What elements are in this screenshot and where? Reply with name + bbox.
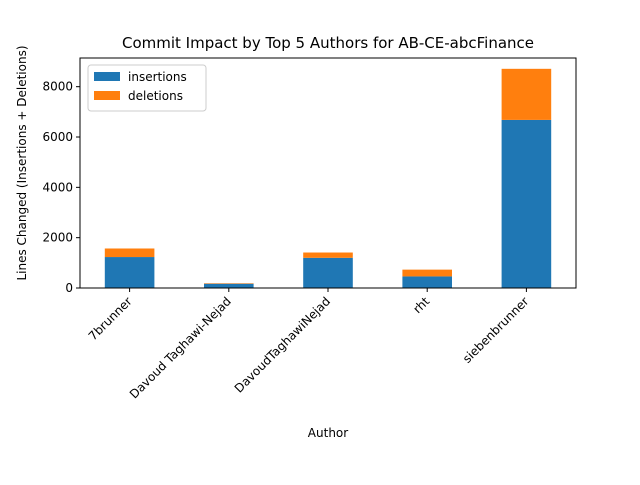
legend-label-insertions: insertions (128, 70, 187, 84)
bar-insertions-4 (501, 119, 552, 288)
y-axis-label: Lines Changed (Insertions + Deletions) (15, 45, 29, 280)
x-tick-label-1: Davoud Taghawi-Nejad (127, 294, 234, 401)
y-tick-label-3: 6000 (42, 130, 73, 144)
x-tick-label-0: 7brunner (86, 294, 135, 343)
x-tick-label-2: DavoudTaghawiNejad (232, 294, 333, 395)
y-tick-label-4: 8000 (42, 80, 73, 94)
plot-frame (79, 57, 577, 289)
y-tick-label-2: 4000 (42, 180, 73, 194)
legend: insertions deletions (87, 64, 207, 112)
bar-insertions-0 (104, 257, 155, 288)
legend-swatch-insertions (94, 72, 120, 81)
legend-swatch-deletions (94, 91, 120, 100)
bar-insertions-2 (303, 257, 353, 288)
x-tick-label-3: rht (410, 294, 432, 316)
bar-deletions-0 (104, 248, 155, 258)
bar-deletions-2 (303, 252, 353, 258)
x-axis-label: Author (308, 426, 348, 440)
bar-insertions-1 (204, 283, 254, 288)
y-tick-label-0: 0 (65, 281, 73, 295)
bar-deletions-4 (501, 68, 552, 120)
bar-insertions-3 (402, 276, 452, 288)
legend-label-deletions: deletions (128, 89, 183, 103)
chart-title: Commit Impact by Top 5 Authors for AB-CE… (122, 34, 534, 52)
y-axis: 0 2000 4000 6000 8000 (42, 80, 80, 295)
y-tick-label-1: 2000 (42, 231, 73, 245)
x-tick-label-4: siebenbrunner (460, 294, 532, 366)
bar-group (104, 68, 552, 288)
bar-deletions-3 (402, 269, 452, 277)
bar-deletions-1 (204, 283, 254, 284)
